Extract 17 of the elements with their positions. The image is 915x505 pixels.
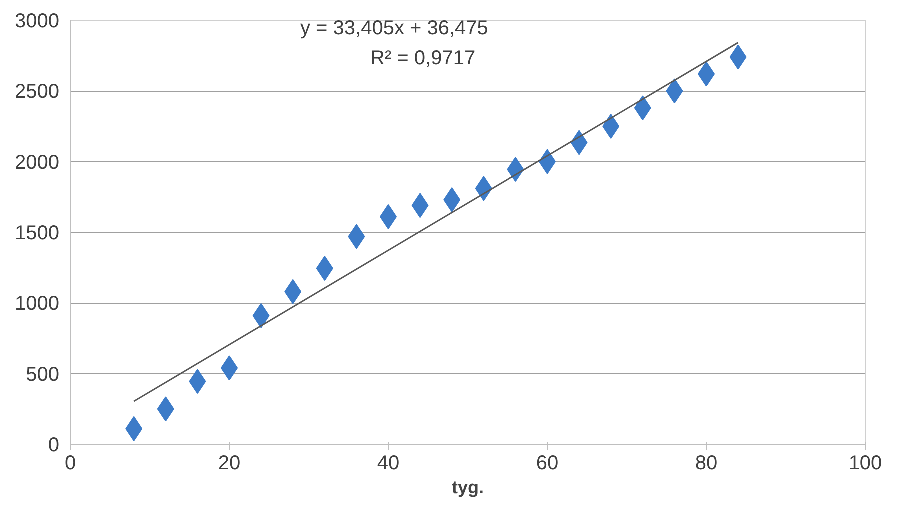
y-tick-label: 1500	[15, 222, 60, 244]
x-tick-label: 0	[64, 452, 76, 474]
x-tick-label: 80	[695, 452, 718, 474]
x-axis-title: tyg.	[452, 478, 484, 498]
y-tick-label: 2500	[15, 81, 60, 104]
point	[602, 114, 620, 139]
x-tick-label: 100	[848, 452, 882, 474]
x-tick-label: 40	[377, 452, 400, 474]
y-tick-label: 1000	[15, 293, 60, 316]
x-tick-label: 20	[218, 452, 241, 474]
y-tick-label: 3000	[15, 10, 60, 32]
annotation: R² = 0,9717	[370, 48, 476, 70]
y-tick-label: 500	[26, 364, 60, 386]
y-tick-label: 2000	[15, 152, 60, 174]
y-tick-label: 0	[48, 434, 60, 456]
annotation: y = 33,405x + 36,475	[300, 18, 488, 40]
x-tick-label: 60	[536, 452, 559, 474]
